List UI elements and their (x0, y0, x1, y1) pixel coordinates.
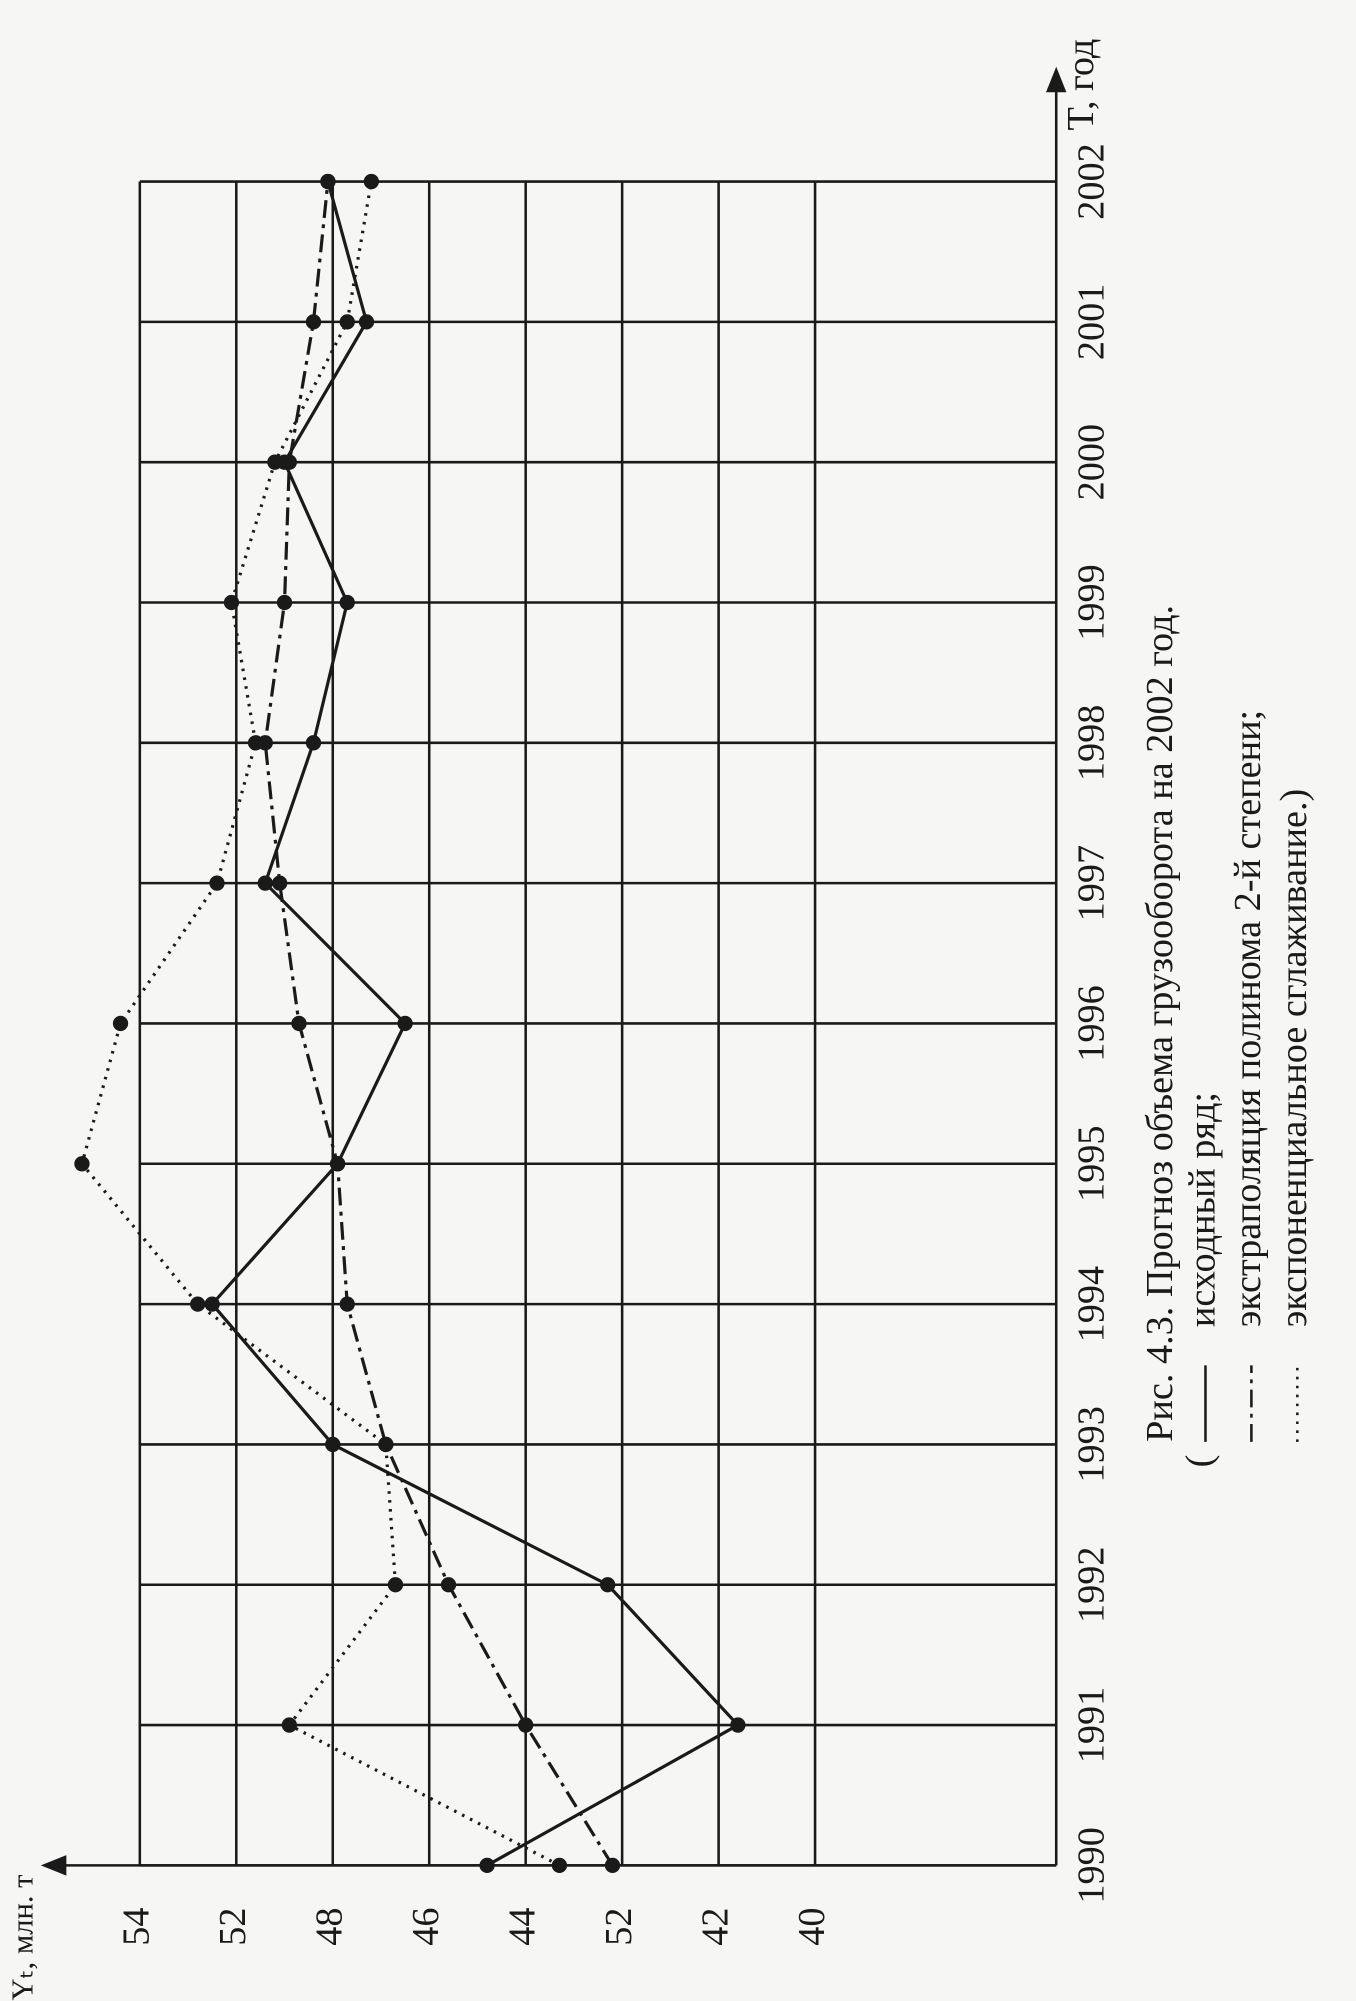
legend-label: экстраполяция полинома 2-й степени; (1227, 710, 1269, 1327)
legend-open: ( (1179, 1455, 1221, 1468)
data-point (387, 1577, 404, 1593)
x-tick-label: 2001 (1070, 284, 1112, 361)
data-point (281, 454, 298, 470)
data-point (209, 875, 225, 891)
legend-label: экспоненциальное сглаживание.) (1273, 789, 1315, 1327)
y-tick-label: 52 (598, 1907, 640, 1945)
data-point (339, 314, 355, 330)
x-tick-label: 1991 (1070, 1687, 1112, 1764)
data-point (518, 1717, 534, 1733)
x-tick-label: 2002 (1070, 143, 1112, 220)
data-point (281, 1717, 298, 1733)
data-point (397, 1015, 413, 1032)
data-point (329, 1156, 346, 1172)
data-point (363, 173, 379, 190)
data-point (247, 735, 264, 751)
x-tick-label: 2000 (1070, 424, 1112, 501)
data-point (479, 1857, 495, 1874)
data-point (291, 1015, 307, 1032)
x-tick-label: 1990 (1070, 1827, 1112, 1904)
x-tick-label: 1997 (1070, 845, 1112, 921)
data-point (74, 1156, 90, 1172)
data-point (440, 1577, 457, 1593)
data-point (190, 1296, 206, 1312)
y-tick-label: 42 (694, 1907, 736, 1945)
data-point (339, 594, 355, 611)
data-point (223, 594, 240, 611)
x-tick-label: 1994 (1070, 1266, 1112, 1343)
y-tick-label: 44 (501, 1907, 543, 1945)
caption: Рис. 4.3. Прогноз объема грузооборота на… (1139, 605, 1181, 1442)
data-point (305, 735, 322, 751)
y-tick-label: 40 (791, 1907, 833, 1945)
data-point (112, 1015, 129, 1032)
data-point (325, 1436, 341, 1453)
x-tick-label: 1992 (1070, 1546, 1112, 1623)
data-point (604, 1857, 621, 1874)
y-tick-label: 54 (116, 1907, 158, 1945)
y-tick-label: 48 (309, 1907, 351, 1945)
y-axis-label: Yₜ, млн. т (6, 1874, 40, 2000)
data-point (276, 594, 293, 611)
x-tick-label: 1998 (1070, 705, 1112, 781)
y-tick-label: 46 (405, 1907, 447, 1945)
t-axis-arrow (1046, 66, 1067, 93)
x-axis-label: T, год (1060, 39, 1102, 131)
data-point (600, 1577, 616, 1593)
x-tick-label: 1999 (1070, 564, 1112, 641)
data-point (358, 314, 375, 330)
data-point (257, 875, 273, 891)
y-tick-label: 52 (212, 1907, 254, 1945)
data-point (730, 1717, 746, 1733)
legend-label: исходный ряд; (1181, 1092, 1223, 1327)
data-point (267, 454, 283, 470)
x-tick-label: 1993 (1070, 1406, 1112, 1483)
data-point (305, 314, 322, 330)
data-point (551, 1857, 568, 1874)
data-point (204, 1296, 220, 1312)
data-point (272, 875, 288, 891)
data-point (320, 173, 336, 190)
data-point (378, 1436, 394, 1453)
x-tick-label: 1995 (1070, 1126, 1112, 1203)
y-axis-arrow (40, 1855, 67, 1876)
data-point (339, 1296, 355, 1312)
x-tick-label: 1996 (1070, 985, 1112, 1062)
